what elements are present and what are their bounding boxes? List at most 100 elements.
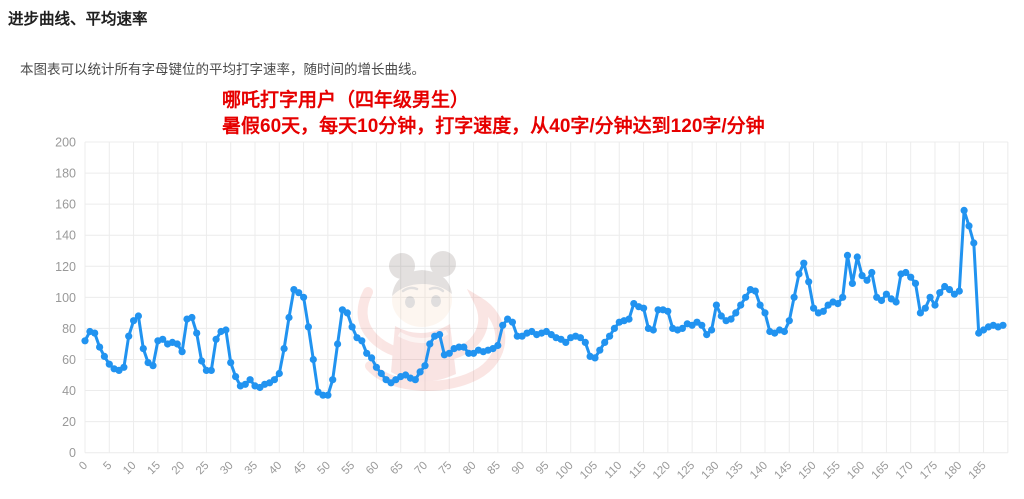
data-point — [819, 307, 827, 315]
data-point — [96, 343, 104, 351]
data-point — [120, 363, 128, 371]
x-tick-label: 5 — [101, 460, 114, 473]
x-tick-label: 160 — [845, 460, 867, 482]
y-tick-label: 180 — [55, 167, 76, 181]
page-title: 进步曲线、平均速率 — [8, 11, 148, 28]
data-point — [965, 222, 973, 230]
data-point — [460, 343, 468, 351]
x-tick-label: 155 — [821, 460, 843, 482]
data-point — [800, 259, 808, 267]
data-point — [173, 340, 181, 348]
x-tick-label: 180 — [942, 460, 964, 482]
data-point — [494, 341, 502, 350]
data-point — [227, 359, 235, 367]
data-point — [198, 357, 206, 365]
data-point — [285, 313, 293, 322]
data-point — [727, 315, 735, 323]
data-point — [780, 327, 789, 336]
data-point — [790, 293, 798, 301]
data-point — [334, 340, 342, 348]
data-point — [377, 369, 385, 378]
annotation-line-1: 哪吒打字用户（四年级男生） — [222, 90, 470, 111]
data-point — [945, 286, 954, 294]
data-point — [907, 273, 915, 281]
x-tick-label: 105 — [578, 460, 600, 482]
nezha-mascot-watermark — [357, 251, 506, 391]
x-tick-label: 65 — [388, 460, 406, 478]
x-tick-label: 85 — [485, 460, 503, 478]
data-point — [698, 321, 706, 329]
x-tick-label: 15 — [145, 460, 163, 478]
data-point — [805, 278, 813, 286]
data-point — [304, 323, 312, 331]
data-point — [703, 331, 711, 339]
data-point — [708, 326, 716, 334]
data-point — [877, 296, 886, 305]
data-point — [999, 321, 1007, 329]
data-point — [853, 253, 861, 261]
y-tick-label: 140 — [55, 229, 76, 243]
x-tick-label: 80 — [461, 460, 479, 478]
x-tick-label: 165 — [869, 460, 891, 482]
x-tick-label: 50 — [315, 460, 333, 478]
y-tick-label: 80 — [62, 322, 76, 336]
data-point — [348, 323, 356, 331]
data-point — [324, 391, 332, 399]
data-point — [232, 373, 240, 381]
x-tick-label: 120 — [651, 460, 673, 482]
data-point — [416, 368, 424, 376]
x-tick-label: 20 — [170, 460, 188, 478]
data-point — [576, 334, 585, 342]
data-point — [863, 276, 871, 284]
data-point — [445, 349, 453, 357]
grid-layer — [84, 141, 1009, 454]
data-point — [892, 298, 900, 306]
data-point — [329, 376, 337, 384]
y-tick-label: 120 — [55, 260, 76, 274]
data-point — [295, 289, 303, 297]
data-point — [372, 363, 380, 371]
data-point — [926, 293, 934, 301]
data-point — [936, 289, 944, 297]
data-point — [130, 317, 138, 325]
data-point — [610, 324, 619, 332]
data-point — [125, 332, 133, 340]
data-point — [601, 338, 609, 346]
data-point — [368, 354, 376, 362]
data-point — [664, 307, 672, 315]
y-tick-label: 20 — [62, 415, 76, 429]
page-subtitle: 本图表可以统计所有字母键位的平均打字速率，随时间的增长曲线。 — [20, 62, 425, 77]
data-point — [960, 206, 968, 214]
data-point — [591, 354, 599, 362]
data-point — [712, 301, 721, 309]
y-tick-label: 100 — [55, 291, 76, 305]
x-tick-label: 25 — [194, 460, 212, 478]
data-point — [678, 324, 687, 332]
x-tick-label: 100 — [554, 460, 576, 482]
y-tick-label: 0 — [69, 446, 76, 460]
data-point — [839, 293, 847, 301]
data-point — [309, 355, 317, 364]
x-tick-label: 140 — [748, 460, 770, 482]
data-point — [625, 315, 633, 323]
data-point — [737, 301, 745, 309]
data-point — [795, 270, 803, 278]
data-point — [785, 317, 793, 325]
data-point — [426, 340, 434, 348]
data-point — [100, 352, 108, 360]
data-point — [751, 287, 759, 295]
data-point — [270, 376, 278, 384]
x-tick-label: 0 — [77, 460, 90, 473]
data-point — [81, 337, 89, 345]
data-point — [178, 348, 186, 356]
x-tick-label: 110 — [603, 460, 624, 481]
data-point — [246, 376, 254, 384]
x-tick-label: 175 — [918, 460, 940, 482]
x-tick-label: 40 — [267, 460, 285, 478]
data-point — [916, 309, 925, 317]
y-tick-label: 60 — [62, 353, 76, 367]
data-point — [970, 239, 978, 247]
